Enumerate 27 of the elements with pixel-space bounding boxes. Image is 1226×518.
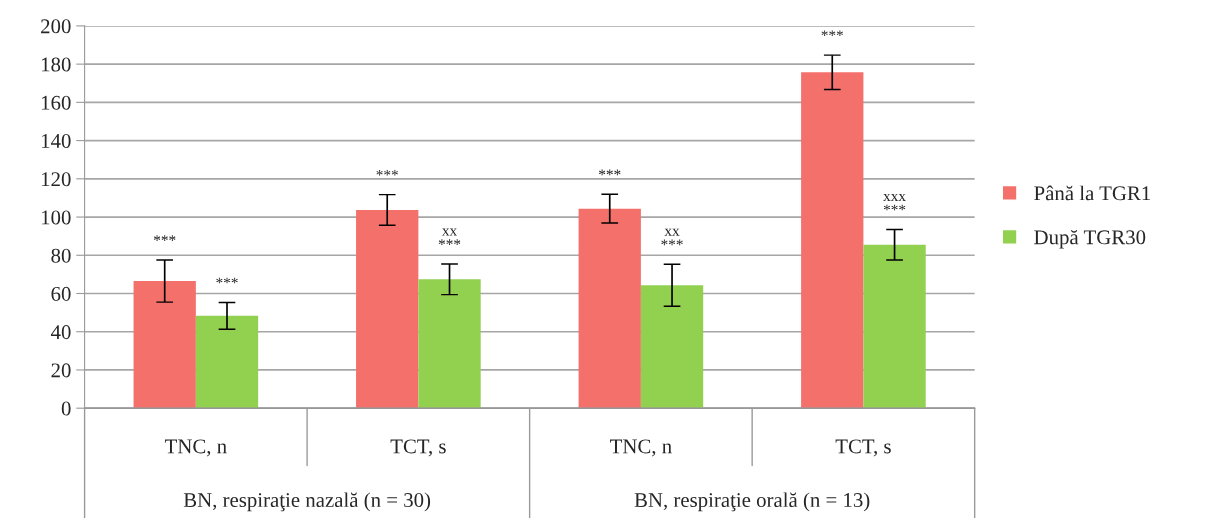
data-label: *** bbox=[599, 169, 621, 176]
y-tick-label: 140 bbox=[41, 133, 71, 149]
data-label: *** bbox=[153, 235, 176, 241]
data-label: xx *** bbox=[438, 228, 461, 245]
y-tick-label: 60 bbox=[51, 286, 71, 301]
y-tick-label: 40 bbox=[50, 325, 71, 340]
data-label: *** bbox=[821, 30, 843, 37]
x-tick-label: TNC, n bbox=[164, 439, 227, 457]
text: BN, respiraţie nazală (n = 30) bbox=[183, 492, 431, 512]
y-tick-label: 0 bbox=[61, 401, 71, 416]
y-tick-label: 160 bbox=[41, 95, 71, 110]
legend-label: Până la TGR1 bbox=[1034, 185, 1150, 201]
data-label: *** bbox=[216, 277, 238, 284]
y-tick-label: 120 bbox=[41, 172, 71, 187]
y-tick-label: 100 bbox=[41, 210, 71, 225]
x-tick-label: TCT, s bbox=[835, 439, 891, 457]
y-tick-label: 180 bbox=[41, 57, 71, 72]
data-label: xx *** bbox=[661, 228, 683, 246]
x-tick-label: TNC, n bbox=[610, 439, 672, 457]
y-tick-label: 80 bbox=[51, 248, 71, 263]
x-tick-label: TCT, s bbox=[390, 439, 446, 457]
data-label: xxx *** bbox=[883, 193, 906, 211]
y-tick-label: 200 bbox=[41, 19, 71, 34]
text: BN, respiraţie orală (n = 13) bbox=[634, 492, 870, 512]
legend-label: După TGR30 bbox=[1034, 229, 1146, 249]
data-label: *** bbox=[376, 169, 398, 176]
y-tick-label: 20 bbox=[51, 363, 71, 378]
